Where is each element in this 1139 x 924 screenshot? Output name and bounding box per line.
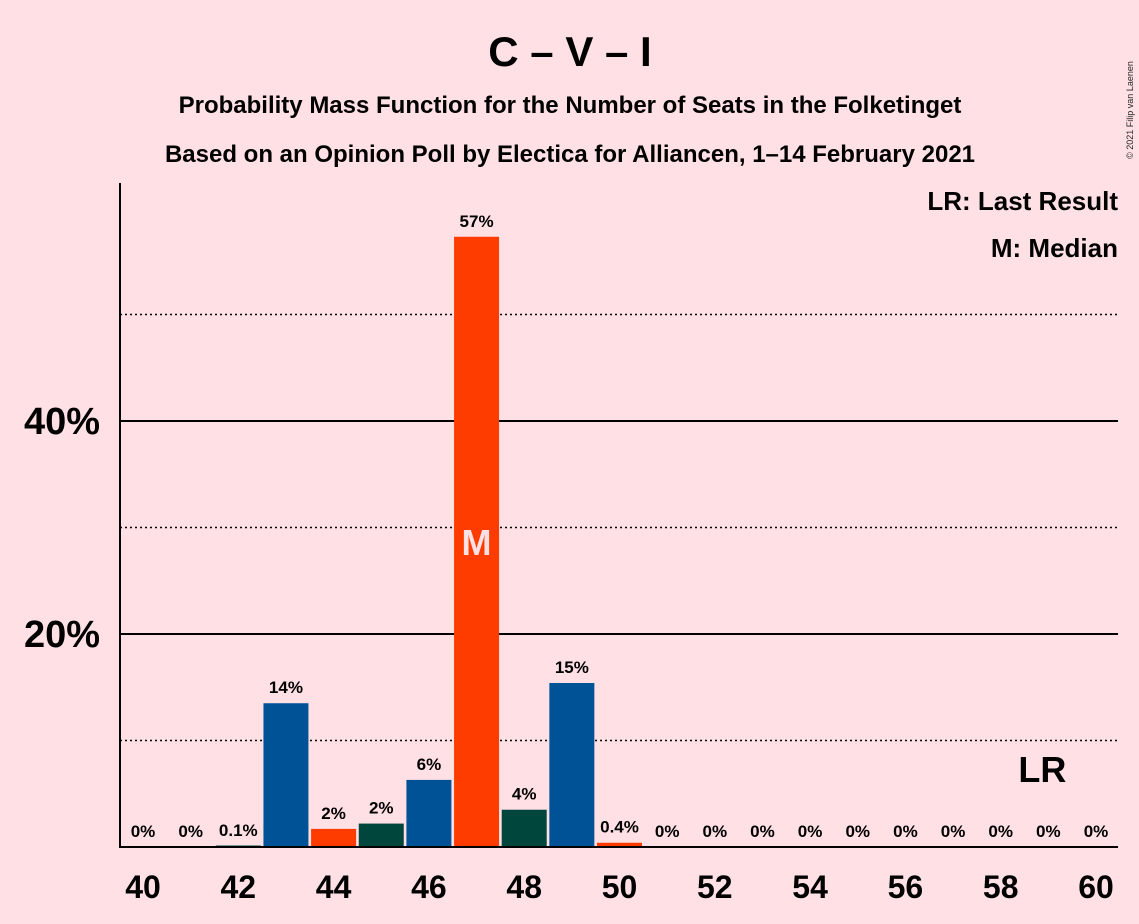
legend-median: M: Median <box>991 233 1118 263</box>
chart-title: C – V – I <box>488 28 651 75</box>
last-result-marker: LR <box>1018 749 1066 790</box>
x-tick-label: 50 <box>602 869 638 905</box>
bar-seat-45 <box>358 823 404 847</box>
data-label-seat-49: 15% <box>555 658 589 677</box>
data-label-seat-58: 0% <box>988 822 1013 841</box>
x-tick-label: 52 <box>697 869 733 905</box>
data-label-seat-53: 0% <box>750 822 775 841</box>
labels-layer: 0% 0% 0.1% 14% 2% 2% 6% 57% 4% 15% 0.4% 0% 0% 0% 0% 0% 0… <box>131 212 1109 841</box>
x-tick-label: 40 <box>125 869 161 905</box>
data-label-seat-56: 0% <box>893 822 918 841</box>
data-label-seat-43: 14% <box>269 678 303 697</box>
data-label-seat-50: 0.4% <box>600 818 639 837</box>
x-tick-label: 54 <box>792 869 828 905</box>
bar-seat-47 <box>454 236 500 847</box>
bar-seat-50 <box>597 842 642 847</box>
legend-last-result: LR: Last Result <box>927 186 1118 216</box>
y-tick-label: 40% <box>24 401 100 443</box>
data-label-seat-45: 2% <box>369 799 394 818</box>
data-label-seat-47: 57% <box>460 212 494 231</box>
axis-layer: 20% 40% 40 42 44 46 48 50 52 54 56 58 60 <box>24 183 1118 905</box>
chart-subtitle-1: Probability Mass Function for the Number… <box>179 92 962 119</box>
x-tick-label: 48 <box>506 869 542 905</box>
data-label-seat-48: 4% <box>512 785 537 804</box>
chart-subtitle-2: Based on an Opinion Poll by Electica for… <box>165 141 975 168</box>
data-label-seat-41: 0% <box>178 822 203 841</box>
bar-seat-43 <box>263 703 309 847</box>
bar-seat-49 <box>549 682 595 847</box>
bars-layer <box>215 236 642 847</box>
data-label-seat-54: 0% <box>798 822 823 841</box>
bar-seat-48 <box>501 809 547 847</box>
x-tick-label: 42 <box>221 869 257 905</box>
data-label-seat-57: 0% <box>941 822 966 841</box>
data-label-seat-52: 0% <box>703 822 728 841</box>
x-tick-label: 60 <box>1078 869 1114 905</box>
data-label-seat-46: 6% <box>417 755 442 774</box>
x-tick-label: 56 <box>888 869 924 905</box>
data-label-seat-55: 0% <box>845 822 870 841</box>
copyright-text: © 2021 Filip van Laenen <box>1125 61 1135 159</box>
data-label-seat-40: 0% <box>131 822 156 841</box>
x-tick-label: 58 <box>983 869 1019 905</box>
x-tick-label: 44 <box>316 869 352 905</box>
x-tick-label: 46 <box>411 869 447 905</box>
bar-seat-46 <box>406 779 452 847</box>
bar-seat-44 <box>311 828 357 847</box>
data-label-seat-51: 0% <box>655 822 680 841</box>
data-label-seat-44: 2% <box>321 804 346 823</box>
y-tick-label: 20% <box>24 614 100 656</box>
data-label-seat-60: 0% <box>1084 822 1109 841</box>
data-label-seat-42: 0.1% <box>219 821 258 840</box>
median-marker: M <box>462 522 492 563</box>
grid-layer <box>120 313 1118 742</box>
data-label-seat-59: 0% <box>1036 822 1061 841</box>
